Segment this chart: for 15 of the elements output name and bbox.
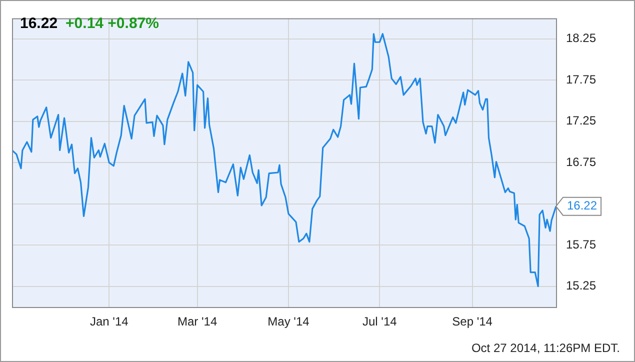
y-tick-label: 15.25 xyxy=(566,278,596,293)
y-tick-label: 15.75 xyxy=(566,237,596,252)
chart-title: 16.22 xyxy=(20,15,58,32)
text: Oct 27 2014, 11:26PM EDT. xyxy=(471,341,620,355)
x-tick-label: Sep '14 xyxy=(452,314,493,329)
x-tick-label: Jan '14 xyxy=(90,314,129,329)
y-tick-label: 18.25 xyxy=(566,31,596,46)
annotation: 16.22 xyxy=(567,198,598,213)
x-tick-label: May '14 xyxy=(268,314,310,329)
y-tick-label: 16.75 xyxy=(566,154,596,169)
x-tick-label: Mar '14 xyxy=(178,314,218,329)
chart-subtitle: +0.14 +0.87% xyxy=(66,15,159,32)
x-tick-label: Jul '14 xyxy=(362,314,398,329)
y-tick-label: 17.75 xyxy=(566,72,596,86)
y-tick-label: 17.25 xyxy=(566,114,596,128)
